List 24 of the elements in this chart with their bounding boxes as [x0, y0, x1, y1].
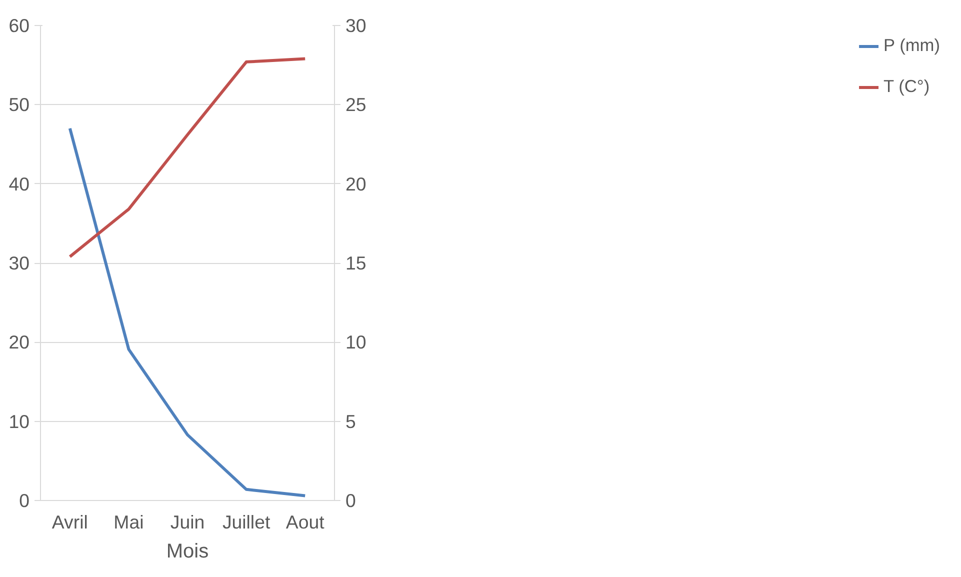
x-axis-title: Mois	[166, 540, 209, 562]
y2-tick-label: 30	[346, 15, 366, 36]
x-tick-label: Aout	[286, 512, 326, 532]
legend-label: T (C°)	[884, 76, 930, 97]
y2-tick-label: 10	[346, 332, 366, 353]
x-tick-label: Juin	[170, 512, 205, 532]
legend-label: P (mm)	[884, 35, 940, 56]
y-tick-label: 40	[8, 173, 30, 194]
y-tick-label: 0	[19, 490, 30, 511]
line-series	[68, 57, 307, 258]
y2-tick-label: 0	[346, 490, 356, 511]
y-tick-label: 50	[8, 94, 30, 116]
y2-tick-label: 5	[346, 410, 356, 432]
x-tick-label: Juillet	[222, 512, 271, 532]
y-tick-label: 20	[8, 332, 30, 353]
y2-tick-label: 25	[346, 94, 366, 116]
line-series	[68, 126, 307, 498]
y2-tick-label: 15	[346, 252, 366, 274]
y2-tick-label: 20	[346, 173, 366, 194]
x-tick-label: Mai	[114, 512, 144, 532]
x-tick-label: Avril	[52, 512, 88, 532]
y-tick-label: 10	[8, 410, 30, 432]
y-tick-label: 60	[8, 15, 30, 36]
y-tick-label: 30	[8, 252, 30, 274]
